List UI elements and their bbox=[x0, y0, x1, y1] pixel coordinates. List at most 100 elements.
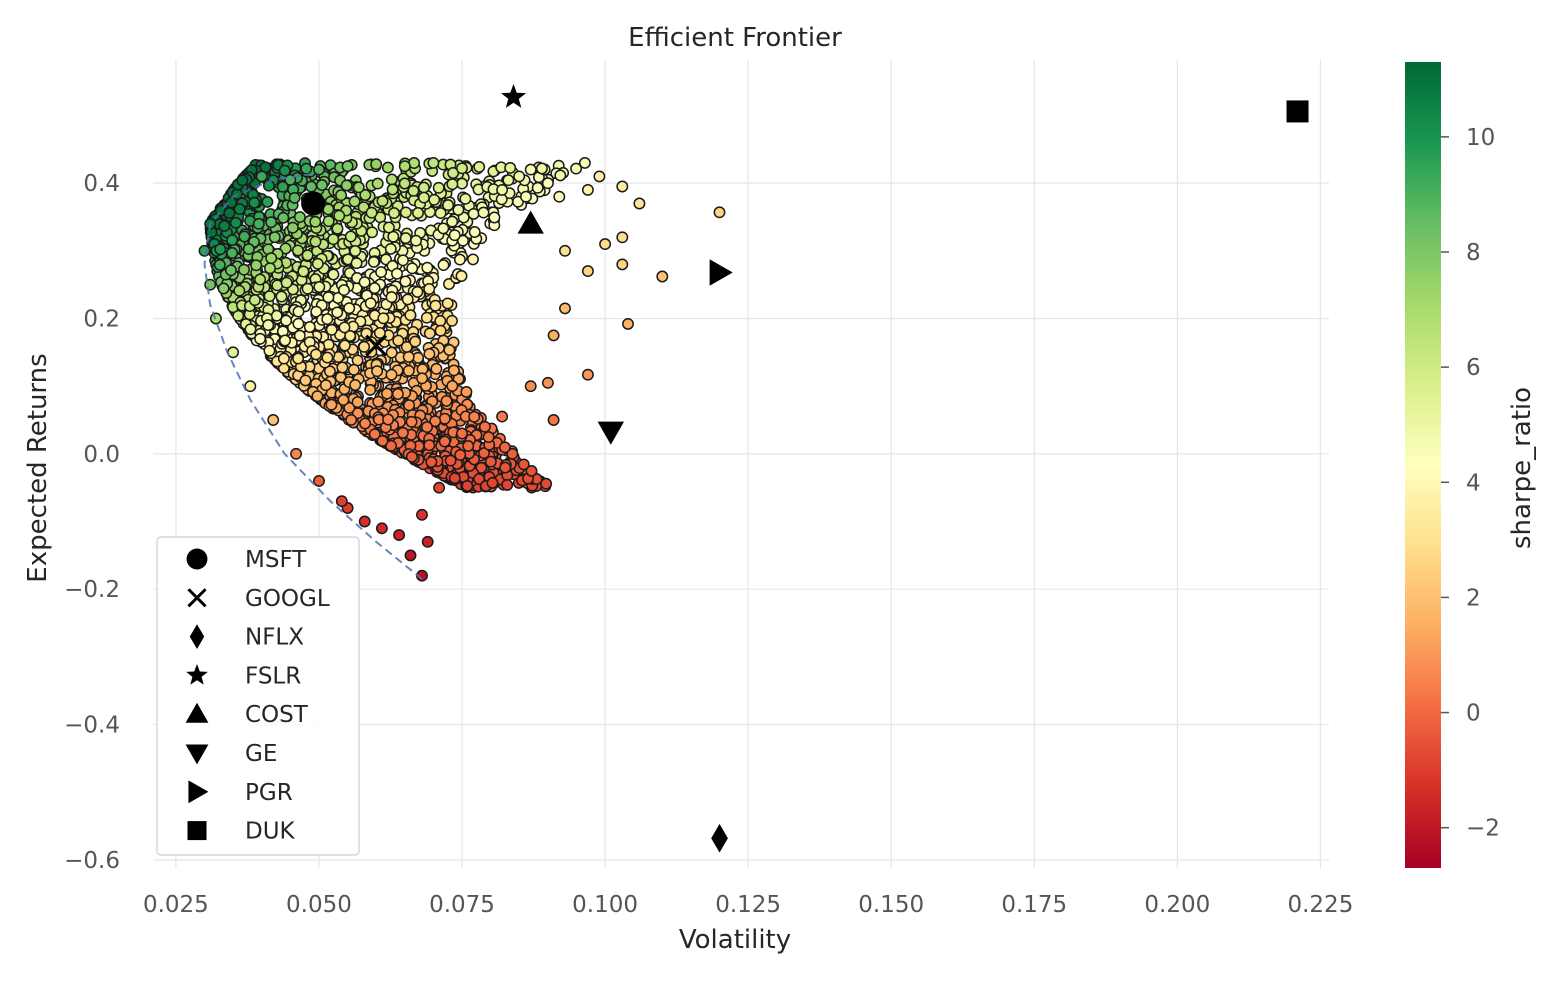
portfolio-point bbox=[376, 434, 389, 447]
portfolio-point bbox=[359, 189, 372, 201]
portfolio-point bbox=[377, 312, 390, 325]
portfolio-point bbox=[404, 309, 417, 322]
portfolio-point bbox=[385, 173, 398, 186]
portfolio-point bbox=[547, 414, 560, 426]
portfolio-point bbox=[305, 180, 318, 193]
portfolio-point bbox=[456, 427, 468, 440]
portfolio-point bbox=[467, 253, 479, 266]
portfolio-point bbox=[327, 268, 340, 281]
legend-frame bbox=[156, 536, 360, 856]
portfolio-point bbox=[262, 179, 275, 192]
legend-symbol-ge bbox=[185, 744, 209, 765]
portfolio-point bbox=[404, 549, 417, 562]
portfolio-point bbox=[280, 276, 293, 289]
portfolio-point bbox=[351, 396, 364, 409]
portfolio-point bbox=[578, 156, 591, 169]
portfolio-point bbox=[297, 265, 310, 278]
portfolio-point bbox=[559, 244, 571, 257]
portfolio-point bbox=[428, 193, 441, 206]
portfolio-point bbox=[225, 264, 237, 277]
frontier-curve-layer bbox=[203, 172, 423, 580]
portfolio-point bbox=[443, 344, 456, 356]
colorbar-tick-label: 8 bbox=[1466, 240, 1481, 266]
portfolio-point bbox=[397, 254, 409, 267]
portfolio-point bbox=[348, 195, 361, 208]
x-tick-label: 0.200 bbox=[1144, 892, 1210, 918]
colorbar-tick-label: 0 bbox=[1466, 701, 1481, 727]
portfolio-point bbox=[440, 394, 453, 407]
portfolio-point bbox=[279, 242, 292, 255]
portfolio-point bbox=[513, 170, 526, 183]
portfolio-point bbox=[313, 163, 325, 176]
portfolio-point bbox=[309, 235, 322, 248]
portfolio-point bbox=[524, 380, 537, 393]
portfolio-point bbox=[442, 199, 455, 212]
portfolio-point bbox=[498, 441, 511, 454]
portfolio-point bbox=[338, 284, 350, 297]
portfolio-point bbox=[233, 284, 246, 297]
portfolio-point bbox=[461, 479, 474, 492]
portfolio-point bbox=[368, 428, 381, 441]
x-axis-label: Volatility bbox=[679, 925, 791, 955]
portfolio-point bbox=[441, 297, 454, 310]
portfolio-point bbox=[349, 379, 362, 391]
portfolio-point bbox=[453, 253, 466, 266]
portfolio-point bbox=[400, 340, 413, 353]
portfolio-point bbox=[541, 177, 554, 190]
x-axis-ticks: 0.025 0.050 0.075 0.100 0.125 0.150 0.175 0.200… bbox=[143, 892, 1353, 918]
portfolio-point bbox=[553, 190, 566, 203]
portfolio-point bbox=[370, 158, 383, 171]
portfolio-point bbox=[371, 177, 384, 190]
portfolio-point bbox=[322, 215, 335, 228]
portfolio-point bbox=[473, 160, 486, 173]
portfolio-point bbox=[531, 181, 544, 194]
portfolio-point bbox=[496, 410, 509, 423]
portfolio-point bbox=[434, 315, 447, 327]
portfolio-point bbox=[421, 535, 434, 548]
legend: MSFT GOOGL NFLX FSLR COST GE PGR DUK bbox=[156, 536, 360, 856]
portfolio-point bbox=[371, 365, 384, 378]
portfolio-point bbox=[499, 461, 512, 474]
portfolio-point bbox=[286, 221, 299, 234]
portfolio-point bbox=[423, 439, 436, 452]
y-tick-label: −0.4 bbox=[64, 713, 120, 739]
portfolio-point bbox=[448, 229, 461, 242]
portfolio-point bbox=[429, 415, 442, 428]
portfolio-point bbox=[250, 259, 263, 272]
portfolio-point bbox=[292, 317, 305, 330]
portfolio-point bbox=[488, 211, 501, 224]
portfolio-point bbox=[482, 431, 495, 444]
portfolio-point bbox=[473, 473, 486, 486]
portfolio-point bbox=[502, 174, 515, 187]
portfolio-point bbox=[213, 258, 226, 271]
portfolio-point bbox=[300, 162, 313, 175]
portfolio-point bbox=[524, 163, 537, 176]
portfolio-point bbox=[275, 290, 288, 303]
colorbar-tick-label: 4 bbox=[1466, 470, 1481, 496]
portfolio-point bbox=[385, 346, 398, 359]
portfolio-point bbox=[616, 231, 629, 244]
portfolio-point bbox=[416, 372, 429, 385]
legend-symbol-cost bbox=[185, 702, 209, 723]
portfolio-point bbox=[350, 257, 363, 270]
portfolio-point bbox=[335, 189, 348, 202]
portfolio-point bbox=[244, 323, 257, 336]
portfolio-point bbox=[309, 215, 322, 228]
portfolio-point bbox=[233, 203, 246, 216]
portfolio-point bbox=[343, 401, 356, 414]
portfolio-point bbox=[459, 192, 472, 205]
colorbar-tick-label: 2 bbox=[1466, 585, 1481, 611]
portfolio-point bbox=[433, 481, 446, 494]
portfolio-point bbox=[238, 263, 250, 276]
portfolio-point bbox=[364, 297, 377, 310]
portfolio-point bbox=[517, 458, 530, 471]
legend-label-googl: GOOGL bbox=[245, 586, 330, 612]
portfolio-point bbox=[232, 309, 245, 322]
portfolio-point bbox=[277, 211, 290, 224]
x-tick-label: 0.050 bbox=[286, 892, 352, 918]
portfolio-point bbox=[229, 216, 242, 229]
portfolio-point bbox=[456, 162, 468, 175]
portfolio-point bbox=[319, 379, 332, 392]
portfolio-point bbox=[279, 334, 291, 347]
portfolio-point bbox=[372, 395, 385, 408]
